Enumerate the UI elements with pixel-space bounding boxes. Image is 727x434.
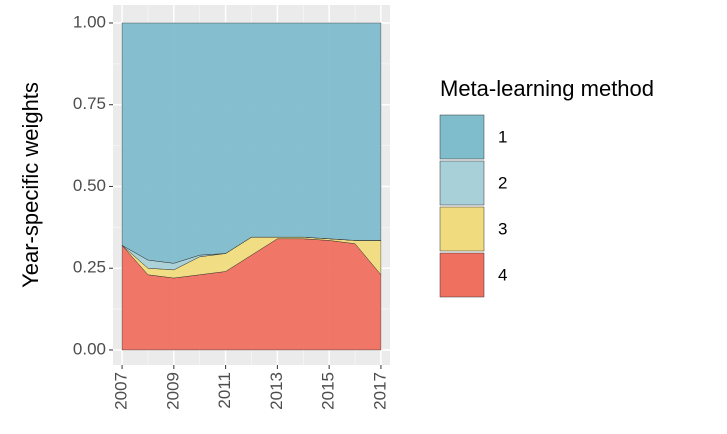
- y-tick-label: 0.50: [73, 176, 106, 195]
- x-tick-label: 2007: [112, 372, 131, 410]
- legend-label: 2: [498, 173, 507, 192]
- legend-key: [439, 206, 485, 252]
- y-tick-label: 1.00: [73, 12, 106, 31]
- area: [121, 22, 382, 264]
- legend-key: [439, 114, 485, 160]
- legend-label: 3: [498, 219, 507, 238]
- y-axis-label: Year-specific weights: [18, 82, 43, 288]
- x-tick-label: 2017: [370, 372, 389, 410]
- x-tick-label: 2011: [215, 372, 234, 409]
- legend-title: Meta-learning method: [440, 76, 654, 101]
- y-tick-label: 0.75: [73, 94, 106, 113]
- y-tick-label: 0.00: [73, 339, 106, 358]
- y-tick-label: 0.25: [73, 258, 106, 277]
- x-tick-label: 2009: [163, 372, 182, 410]
- legend-key: [439, 160, 485, 206]
- x-tick-label: 2013: [267, 372, 286, 410]
- x-tick-label: 2015: [319, 372, 338, 410]
- legend-label: 4: [498, 265, 507, 284]
- legend-key: [439, 252, 485, 298]
- legend-label: 1: [498, 127, 507, 146]
